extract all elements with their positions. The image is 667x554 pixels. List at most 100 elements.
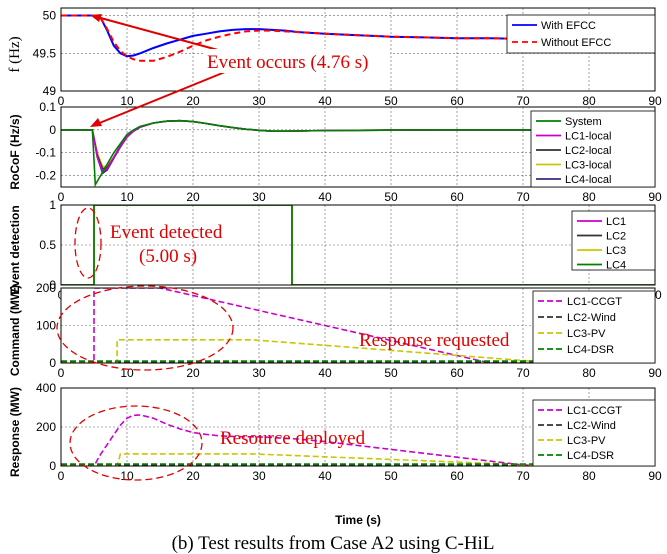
event-detected-label: Event detected [110, 222, 223, 243]
x-tick-label: 10 [120, 94, 134, 108]
legend-entry: LC3 [606, 245, 626, 257]
command-panel: 0 10 20 30 40 50 60 70 80 90 0 100 200 Command (MW) LC… [8, 281, 662, 380]
series-line-system [61, 119, 655, 187]
series-line-lc1-ccgt [61, 414, 655, 466]
x-tick-label: 40 [318, 469, 332, 483]
y-tick-label: 50 [43, 9, 57, 23]
legend-entry: LC4-DSR [567, 344, 614, 356]
x-tick-label: 70 [516, 94, 530, 108]
y-axis-label: f (Hz) [7, 36, 23, 72]
legend-entry: Without EFCC [541, 37, 611, 49]
response-requested-label: Response requested [359, 330, 510, 351]
x-tick-label: 60 [450, 190, 464, 204]
y-tick-label: 0 [49, 278, 56, 292]
legend-entry: LC4-DSR [567, 450, 614, 462]
x-tick-label: 80 [582, 366, 596, 380]
x-tick-label: 70 [516, 190, 530, 204]
annotations-layer: Event occurs (4.76 s) Event detected (5.… [56, 14, 510, 481]
legend-entry: With EFCC [541, 20, 596, 32]
legend-entry: LC3-PV [567, 328, 606, 340]
x-tick-label: 20 [186, 366, 200, 380]
event-arrow-bottom [96, 71, 226, 125]
x-tick-label: 30 [252, 366, 266, 380]
x-tick-label: 40 [318, 94, 332, 108]
y-tick-label: -0.1 [35, 146, 56, 160]
y-tick-label: 400 [36, 381, 56, 395]
event-arrowhead-bottom [90, 118, 102, 127]
x-tick-label: 60 [450, 469, 464, 483]
figure-caption: (b) Test results from Case A2 using C-Hi… [172, 533, 495, 554]
x-tick-label: 30 [252, 469, 266, 483]
x-tick-label: 30 [252, 94, 266, 108]
x-tick-label: 60 [450, 94, 464, 108]
x-tick-label: 90 [648, 366, 662, 380]
y-tick-label: 0.5 [39, 238, 56, 252]
legend-box [506, 14, 656, 54]
legend-entry: LC2-Wind [567, 420, 616, 432]
y-tick-label: -0.2 [35, 169, 56, 183]
x-tick-label: 90 [648, 190, 662, 204]
event-occurs-label: Event occurs (4.76 s) [207, 52, 368, 73]
y-tick-label: 0 [49, 356, 56, 370]
x-tick-label: 0 [58, 190, 65, 204]
y-tick-label: 0.1 [39, 100, 56, 114]
legend-entry: LC2 [606, 231, 626, 243]
legend: LC1-CCGT LC2-Wind LC3-PV LC4-DSR [532, 399, 656, 467]
legend-entry: LC1 [606, 216, 626, 228]
response-panel: 0 10 20 30 40 50 60 70 80 90 0 200 400 Response (MW) L… [8, 381, 662, 483]
x-tick-label: 70 [516, 469, 530, 483]
event-arrowhead-top [90, 14, 102, 22]
legend-entry: LC2-Wind [567, 312, 616, 324]
x-tick-label: 80 [582, 190, 596, 204]
legend: LC1 LC2 LC3 LC4 [571, 210, 656, 272]
x-tick-label: 50 [384, 190, 398, 204]
series-line-without-efcc [61, 14, 655, 62]
y-tick-label: 49.5 [33, 46, 57, 60]
legend-box [530, 110, 656, 188]
x-tick-label: 20 [186, 190, 200, 204]
legend-entry: LC4 [606, 260, 626, 272]
legend-entry: LC3-PV [567, 435, 606, 447]
x-tick-label: 40 [318, 366, 332, 380]
x-tick-label: 10 [120, 190, 134, 204]
y-tick-label: 0 [49, 123, 56, 137]
y-axis-label: RoCoF (Hz/s) [8, 114, 22, 189]
resource-deployed-label: Resource deployed [220, 428, 366, 449]
x-tick-label: 10 [120, 366, 134, 380]
x-tick-label: 80 [582, 469, 596, 483]
y-tick-label: 0 [49, 459, 56, 473]
rocof-panel: 0 10 20 30 40 50 60 70 80 90 -0.2 -0.1 0 0.1 RoCoF (Hz… [8, 100, 662, 204]
legend-entry: LC4-local [565, 174, 611, 186]
legend-entry: LC1-CCGT [567, 405, 622, 417]
legend-entry: LC1-CCGT [567, 296, 622, 308]
y-axis-label: Response (MW) [8, 387, 22, 477]
event-label-bg [204, 49, 390, 73]
series-layer [61, 119, 655, 187]
legend-entry: LC1-local [565, 131, 611, 143]
y-tick-label: 200 [36, 281, 56, 295]
x-tick-label: 90 [648, 469, 662, 483]
series-line-lc3-pv [61, 338, 655, 363]
legend-box [532, 290, 656, 364]
x-tick-label: 50 [384, 94, 398, 108]
x-tick-label: 70 [516, 366, 530, 380]
legend-entry: System [565, 116, 602, 128]
y-axis-label: Event detection [8, 205, 22, 294]
x-tick-label: 0 [58, 469, 65, 483]
event-detected-ellipse [74, 207, 102, 279]
x-tick-label: 80 [582, 94, 596, 108]
x-tick-label: 50 [384, 469, 398, 483]
x-tick-label: 90 [648, 94, 662, 108]
legend-entry: LC3-local [565, 160, 611, 172]
legend-box [532, 399, 656, 467]
x-tick-label: 40 [318, 190, 332, 204]
x-tick-label: 20 [186, 94, 200, 108]
x-axis-label: Time (s) [335, 513, 381, 527]
resource-deployed-ellipse [69, 405, 203, 481]
y-axis-label: Command (MW) [8, 285, 22, 376]
series-layer [61, 14, 655, 62]
x-tick-label: 20 [186, 469, 200, 483]
legend: With EFCC Without EFCC [506, 14, 656, 54]
